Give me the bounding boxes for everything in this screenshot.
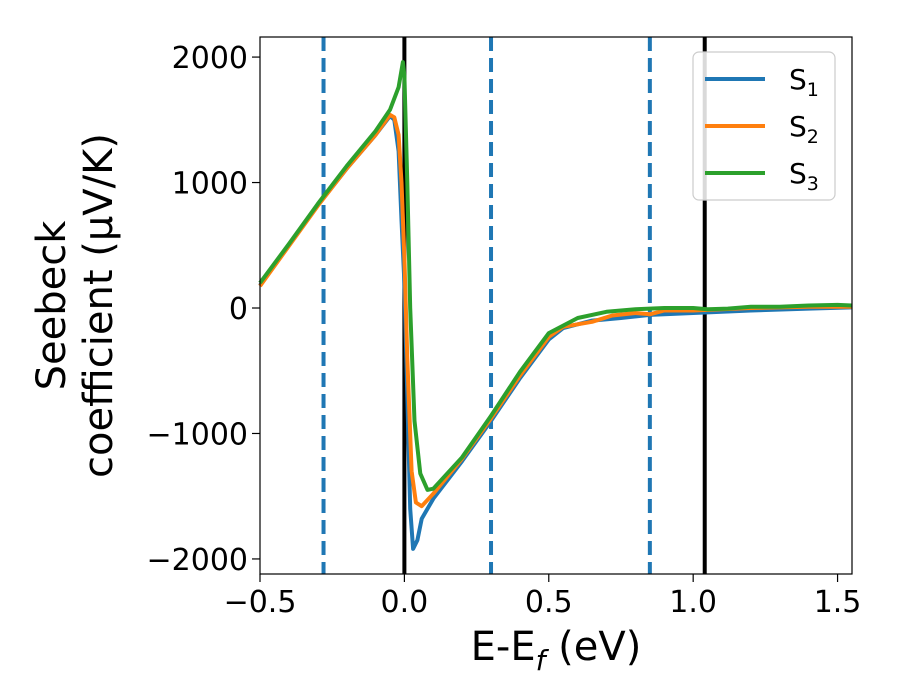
x-axis-title: E-Ef (eV) (471, 624, 642, 677)
x-tick-label: 1.5 (814, 585, 862, 620)
y-tick-label: −1000 (147, 417, 248, 452)
plot-frame (259, 36, 853, 575)
x-axis-title-unit: (eV) (545, 624, 641, 670)
legend-label-s3: S3 (789, 157, 819, 195)
y-tick-label: 2000 (172, 41, 248, 76)
series-line-s2 (258, 112, 852, 509)
legend: S1 S2 S3 (692, 51, 836, 201)
x-tick-label: 1.0 (669, 585, 717, 620)
series-line-s3 (258, 60, 853, 492)
x-axis-title-base: E-E (471, 624, 536, 670)
legend-label-s1: S1 (789, 63, 819, 101)
x-tick-label: −0.5 (224, 585, 297, 620)
y-axis-title-line1: Seebeck (29, 220, 75, 391)
legend-label-s2: S2 (789, 110, 819, 148)
y-axis: −2000 −1000 0 1000 2000 (147, 41, 260, 578)
y-tick-label: 0 (229, 292, 248, 327)
y-axis-title-line2: coefficient (μV/K) (76, 133, 122, 478)
series-lines (258, 60, 853, 551)
x-axis: −0.5 0.0 0.5 1.0 1.5 (224, 574, 862, 620)
reference-lines (321, 37, 707, 574)
y-tick-label: 1000 (172, 167, 248, 202)
x-tick-label: 0.5 (525, 585, 573, 620)
y-tick-label: −2000 (147, 543, 248, 578)
x-tick-label: 0.0 (381, 585, 429, 620)
